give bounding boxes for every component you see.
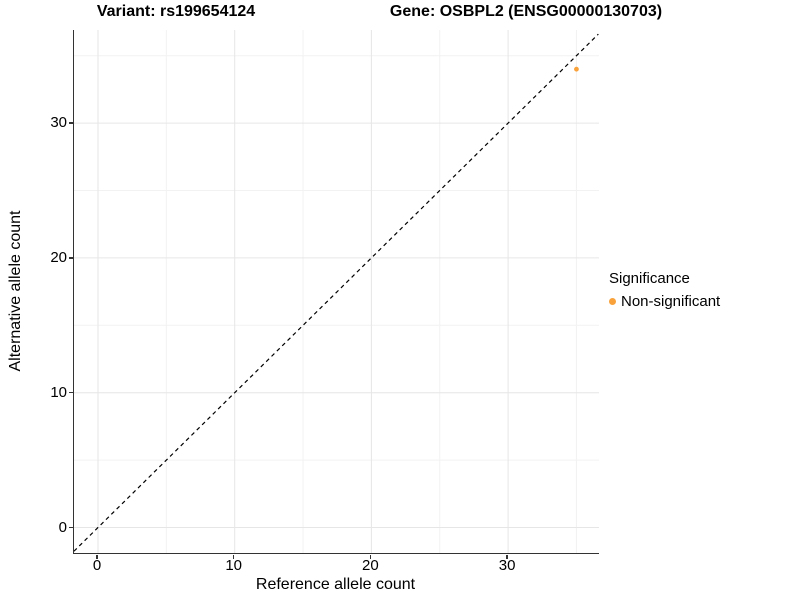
y-tick-mark (69, 257, 73, 259)
y-tick-mark (69, 526, 73, 529)
legend-item-non-significant: Non-significant (609, 293, 720, 310)
x-tick-label: 0 (92, 557, 102, 574)
legend-item-label: Non-significant (621, 293, 721, 310)
legend-point-icon (609, 298, 616, 305)
variant-title: Variant: rs199654124 (96, 3, 256, 20)
x-tick-label: 30 (498, 557, 516, 574)
legend-title: Significance (609, 270, 690, 287)
x-tick-label: 20 (362, 557, 379, 574)
data-point (574, 66, 579, 72)
x-axis-title: Reference allele count (255, 576, 416, 593)
x-tick-mark (96, 554, 98, 559)
plot-panel (73, 30, 599, 554)
y-tick-mark (69, 122, 73, 124)
x-tick-mark (232, 554, 235, 559)
y-tick-mark (69, 391, 73, 394)
y-tick-label: 30 (50, 114, 67, 132)
x-tick-mark (369, 554, 372, 559)
legend: Significance Non-significant (609, 270, 720, 310)
y-tick-label: 0 (58, 518, 67, 536)
gene-title: Gene: OSBPL2 (ENSG00000130703) (389, 3, 663, 20)
x-tick-label: 10 (225, 557, 243, 574)
x-tick-mark (506, 554, 508, 559)
y-axis-title: Alternative allele count (7, 210, 24, 372)
identity-reference-line (74, 33, 599, 552)
y-tick-label: 20 (50, 248, 67, 266)
plot-canvas (74, 30, 599, 553)
y-tick-label: 10 (50, 383, 67, 401)
